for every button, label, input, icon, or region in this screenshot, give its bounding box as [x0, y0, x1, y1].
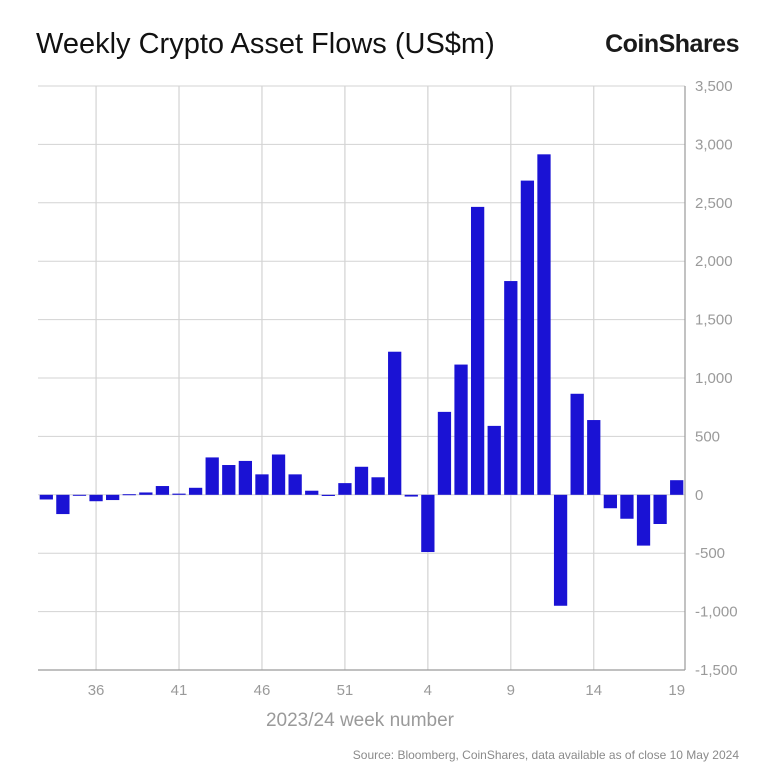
bar: [106, 494, 120, 501]
bar: [89, 494, 103, 502]
bar: [139, 492, 153, 495]
bars: [39, 154, 684, 606]
x-tick-label: 41: [171, 682, 188, 699]
x-tick-label: 51: [337, 682, 354, 699]
x-axis-label: 2023/24 week number: [266, 710, 455, 731]
bar: [338, 483, 352, 495]
bar: [271, 454, 286, 495]
y-tick-label: 3,500: [695, 78, 733, 95]
y-tick-label: 2,500: [695, 195, 733, 212]
y-tick-label: 0: [695, 487, 703, 504]
bar: [487, 425, 501, 495]
bar: [305, 490, 319, 495]
bar: [238, 460, 253, 495]
y-tick-label: 500: [695, 428, 720, 445]
x-tick-label: 36: [88, 682, 105, 699]
bar: [222, 465, 236, 495]
bar: [72, 494, 87, 496]
bar: [122, 494, 136, 496]
bar: [454, 364, 468, 495]
y-tick-label: -1,000: [695, 604, 738, 621]
x-tick-label: 19: [668, 682, 685, 699]
bar: [603, 494, 617, 509]
axes: 3,500 3,000 2,500 2,000 1,500 1,000 500 0 -500 -1…: [38, 78, 738, 699]
bar: [371, 477, 385, 495]
bar: [620, 494, 634, 519]
x-tick-label: 46: [254, 682, 271, 699]
x-tick-label: 14: [585, 682, 602, 699]
bar: [553, 494, 568, 606]
bar: [188, 487, 203, 495]
bar: [321, 494, 335, 496]
bar: [39, 494, 53, 500]
bar: [670, 480, 684, 495]
x-tick-label: 4: [424, 682, 432, 699]
y-tick-label: 3,000: [695, 136, 733, 153]
y-tick-label: -500: [695, 545, 725, 562]
x-tick-label: 9: [507, 682, 515, 699]
chart-title: Weekly Crypto Asset Flows (US$m): [36, 28, 495, 60]
bar: [570, 393, 584, 495]
y-tick-label: -1,500: [695, 662, 738, 679]
source-note: Source: Bloomberg, CoinShares, data avai…: [352, 748, 739, 762]
bar: [421, 494, 435, 553]
bar: [537, 154, 551, 495]
bar: [653, 494, 667, 524]
bar: [470, 206, 485, 495]
bar: [56, 494, 70, 515]
bar: [636, 494, 651, 546]
bar: [255, 474, 269, 495]
bar: [155, 486, 170, 495]
bar: [404, 494, 418, 497]
y-tick-label: 1,000: [695, 370, 733, 387]
bar: [205, 457, 219, 495]
y-tick-label: 2,000: [695, 253, 733, 270]
bar: [520, 180, 535, 495]
grid-lines: [38, 85, 685, 671]
bar: [388, 351, 402, 495]
bar: [288, 474, 302, 495]
bar: [587, 420, 601, 495]
bar: [437, 411, 452, 495]
bar: [172, 493, 186, 495]
bar: [354, 466, 369, 495]
y-tick-label: 1,500: [695, 312, 733, 329]
bar: [504, 281, 518, 495]
brand-logo: CoinShares: [605, 30, 739, 58]
